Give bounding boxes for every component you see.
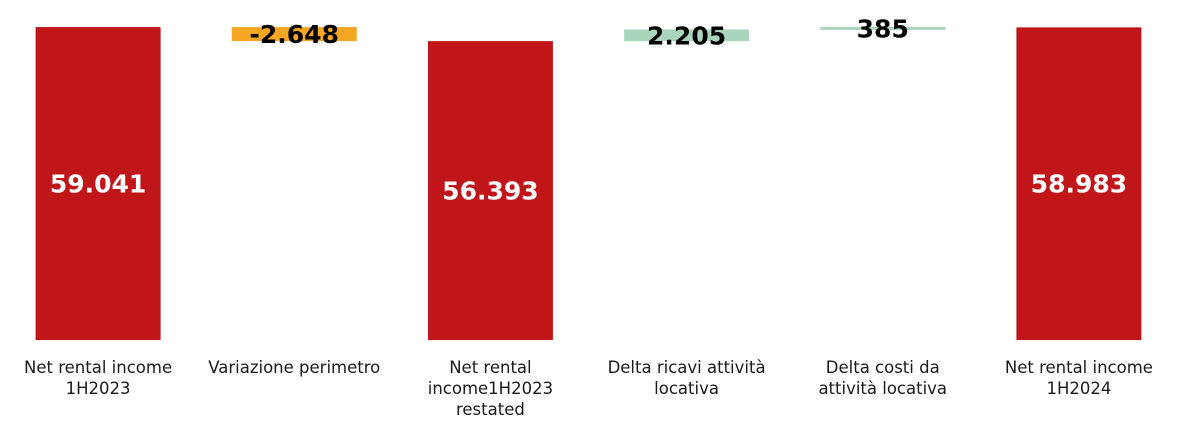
bar-3 [427, 41, 553, 341]
value-label-6: 58.983 [1031, 170, 1127, 199]
value-label-1: 59.041 [50, 170, 146, 199]
category-label-3: Net rental income1H2023 restated [428, 358, 553, 419]
value-label-2: -2.648 [250, 20, 339, 49]
category-label-1: Net rental income 1H2023 [24, 358, 172, 398]
bar-1 [35, 27, 161, 340]
category-label-5: Delta costi da attività locativa [818, 358, 947, 398]
bar-2 [231, 27, 357, 42]
value-label-5: 385 [857, 14, 909, 43]
category-label-2: Variazione perimetro [208, 358, 380, 377]
bar-5 [820, 26, 946, 30]
category-label-6: Net rental income 1H2024 [1005, 358, 1153, 398]
bar-4 [624, 29, 750, 42]
value-label-3: 56.393 [442, 177, 538, 206]
category-label-4: Delta ricavi attività locativa [608, 358, 766, 398]
bar-6 [1016, 27, 1142, 340]
value-label-4: 2.205 [647, 21, 726, 50]
